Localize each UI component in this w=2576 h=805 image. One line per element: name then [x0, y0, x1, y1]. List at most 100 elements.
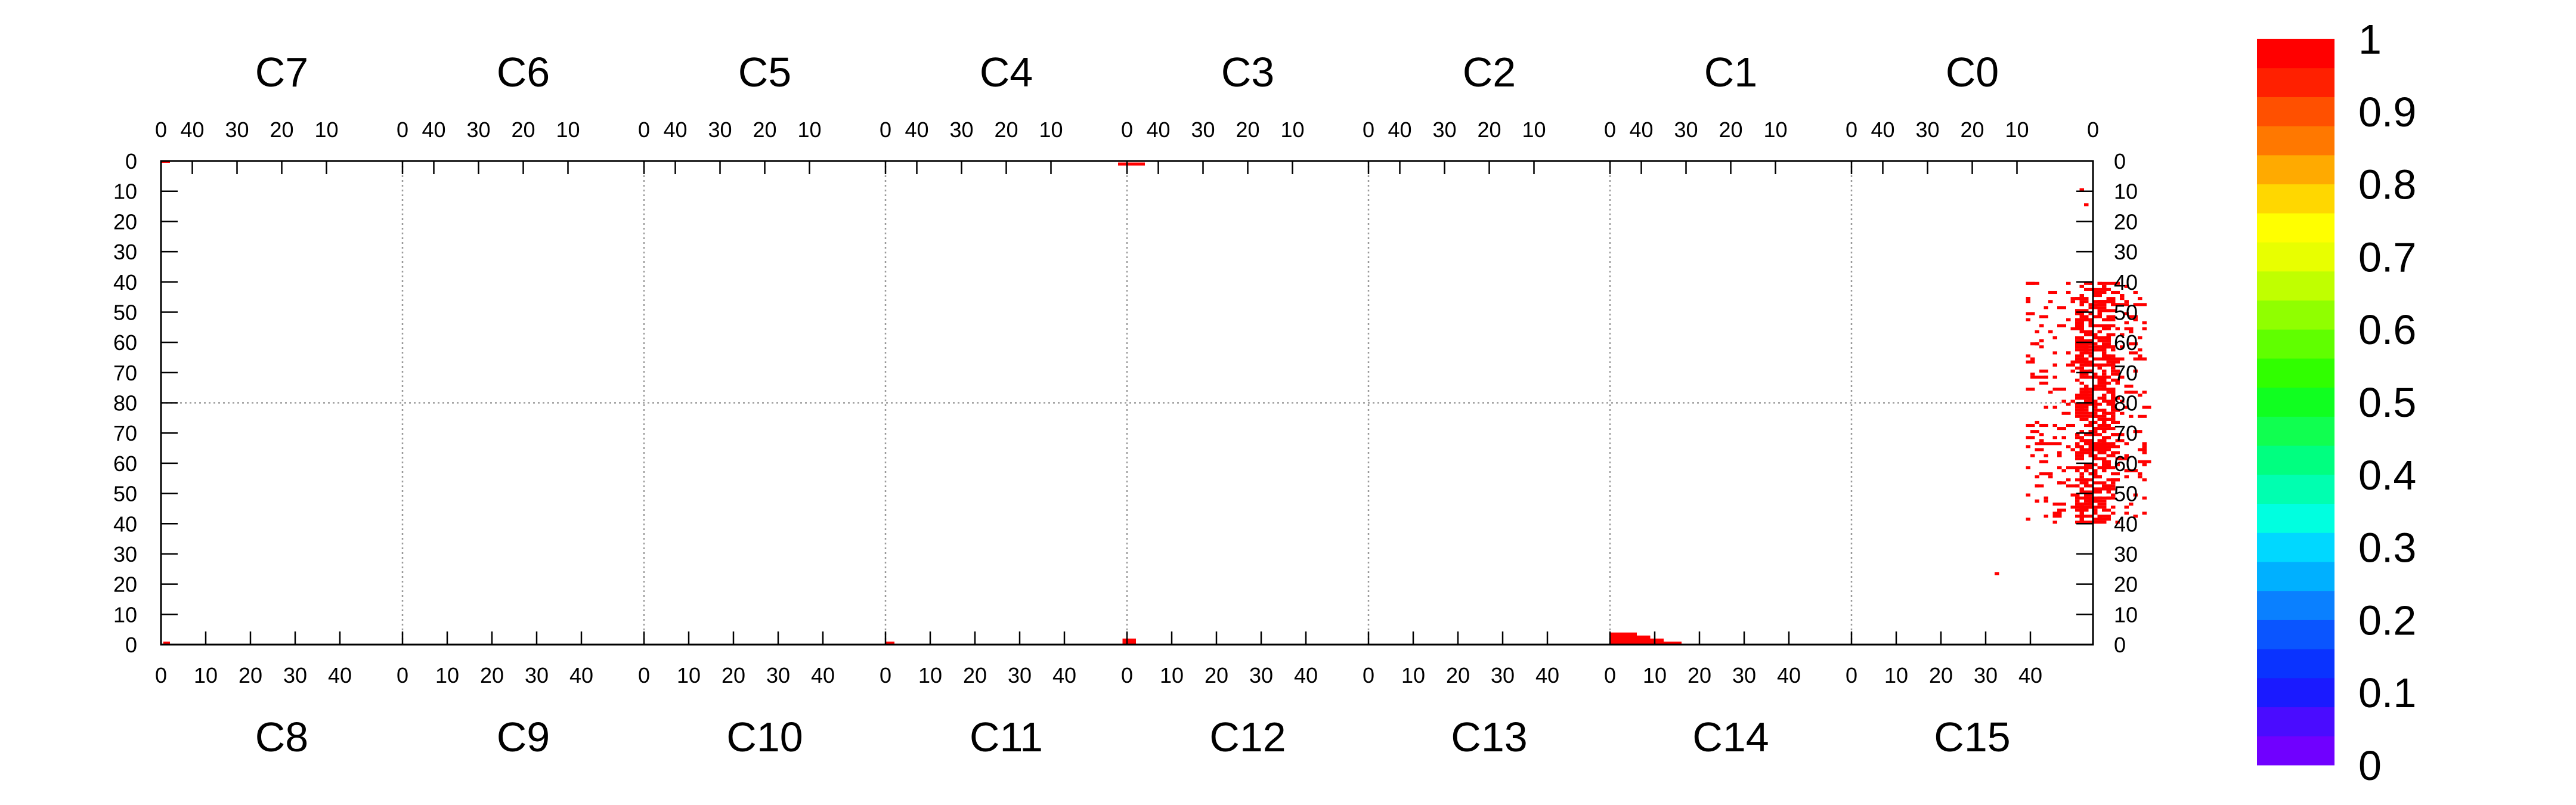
hit-cell [2079, 342, 2084, 346]
hit-cell [2079, 327, 2084, 330]
hit-cell [2124, 475, 2129, 479]
y-tick-label-right: 30 [2114, 240, 2138, 264]
hit-cell [2052, 363, 2057, 367]
hit-cell [2079, 508, 2089, 512]
hit-cell [2079, 309, 2084, 312]
hit-cell [2097, 357, 2102, 361]
hit-cell [2061, 400, 2066, 403]
hit-cell [1122, 638, 1136, 645]
hit-cell [2124, 391, 2129, 394]
hit-cell [2093, 342, 2098, 346]
top-channel-label: C1 [1704, 49, 1757, 95]
hit-cell [1118, 162, 1145, 166]
hit-cell [2097, 366, 2102, 370]
hit-cell [2102, 439, 2107, 442]
hit-cell [2084, 391, 2093, 394]
hit-cell [2106, 300, 2116, 304]
hit-cell [2079, 417, 2084, 421]
hit-cell [2084, 333, 2089, 336]
hit-cell [2066, 466, 2075, 470]
top-tick-label: 20 [1477, 117, 1501, 142]
hit-cell [2106, 382, 2111, 385]
bottom-tick-label: 40 [2018, 663, 2042, 688]
hit-cell [2142, 357, 2147, 361]
hit-cell [2093, 518, 2098, 521]
hit-cell [2066, 351, 2071, 355]
hit-cell [2124, 505, 2129, 509]
hit-cell [2097, 303, 2102, 306]
y-tick-label-right: 40 [2114, 512, 2138, 536]
hit-cell [2106, 454, 2111, 457]
hit-cell [2102, 463, 2111, 466]
bottom-tick-label: 30 [1974, 663, 1998, 688]
hit-cell [2030, 357, 2035, 361]
hit-cell [2084, 521, 2089, 524]
hit-cell [2084, 469, 2089, 473]
hit-cell [2124, 405, 2129, 409]
top-tick-label: 40 [1629, 117, 1653, 142]
hit-cell [2102, 287, 2111, 291]
hit-cell [2106, 363, 2111, 367]
hit-cell [2075, 445, 2080, 448]
color-scale-swatch [2257, 242, 2334, 272]
y-tick-label-right: 60 [2114, 330, 2138, 355]
top-tick-label: 0 [2087, 117, 2099, 142]
hit-cell [2093, 287, 2102, 291]
hit-cell [2088, 433, 2093, 436]
hit-cell [2075, 378, 2080, 382]
hit-cell [2084, 411, 2093, 415]
hit-cell [2097, 490, 2102, 494]
hit-cell [2026, 318, 2030, 321]
hit-cell [2115, 327, 2120, 330]
hit-cell [2097, 521, 2107, 524]
hit-cell [2111, 348, 2116, 352]
hit-cell [2124, 300, 2129, 304]
color-scale-swatch [2257, 97, 2334, 126]
hit-cell [2097, 345, 2107, 349]
hit-cell [2124, 284, 2129, 288]
hit-cell [2133, 303, 2142, 306]
hit-cell [2093, 405, 2098, 409]
hit-cell [2106, 508, 2111, 512]
hit-cell [2088, 339, 2093, 343]
hit-cell [2075, 433, 2080, 436]
hit-cell [2084, 300, 2089, 304]
hit-cell [2075, 297, 2080, 301]
hit-cell [2057, 466, 2062, 470]
hit-cell [2044, 442, 2053, 445]
top-tick-label: 30 [949, 117, 973, 142]
top-tick-label: 30 [225, 117, 249, 142]
hit-cell [2070, 300, 2075, 304]
hit-cell [2106, 460, 2111, 463]
y-tick-label-right: 30 [2114, 542, 2138, 566]
color-scale-swatch [2257, 358, 2334, 388]
hit-cell [2070, 297, 2075, 301]
hit-cell [2079, 478, 2084, 482]
top-tick-label: 0 [638, 117, 650, 142]
hit-cell [2079, 402, 2084, 406]
hit-cell [2142, 478, 2147, 482]
hit-cell [2075, 442, 2080, 445]
hit-cell [2111, 281, 2116, 285]
hit-cell [2084, 408, 2089, 412]
hit-cell [2120, 400, 2125, 403]
hit-cell [2035, 484, 2044, 488]
hit-cell [2093, 448, 2102, 451]
hit-cell [2052, 521, 2057, 524]
hit-cell [2120, 375, 2125, 379]
hit-cell [2079, 372, 2084, 376]
hit-cell [2138, 348, 2142, 352]
y-tick-label-left: 0 [125, 149, 137, 174]
bottom-tick-label: 20 [1446, 663, 1470, 688]
hit-cell [2079, 487, 2084, 491]
hit-cell [2079, 466, 2084, 470]
bottom-tick-label: 10 [194, 663, 218, 688]
color-scale-label: 0.7 [2358, 234, 2416, 280]
hit-cell [2120, 411, 2125, 415]
hit-cell [2070, 448, 2075, 451]
hit-cell [2084, 505, 2089, 509]
hit-cell [2088, 451, 2093, 454]
hit-cell [2111, 454, 2116, 457]
hit-cell [2142, 303, 2147, 306]
